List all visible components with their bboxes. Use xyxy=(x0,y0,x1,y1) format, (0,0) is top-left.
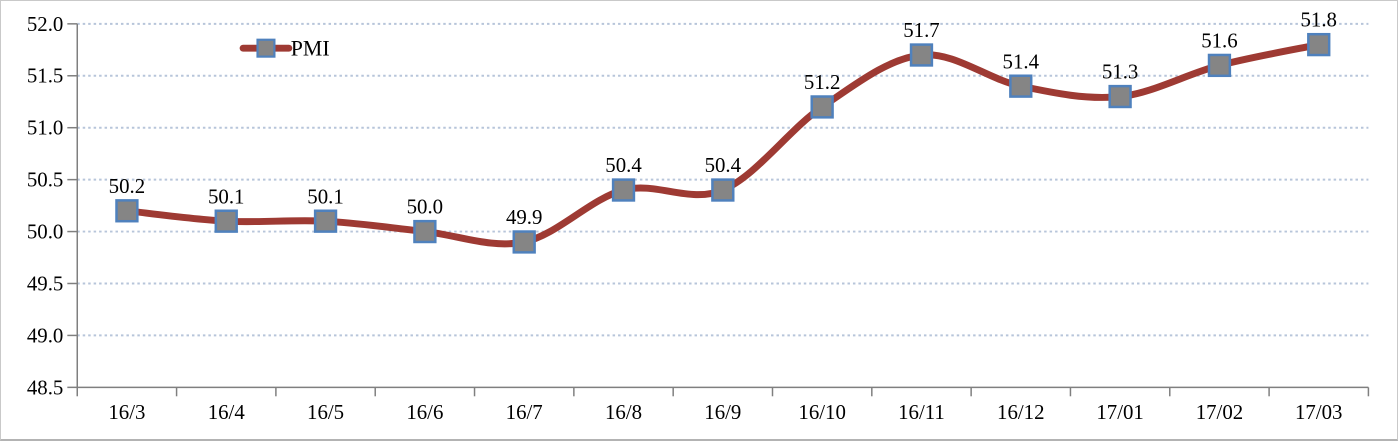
data-point-marker xyxy=(313,209,338,233)
data-point-label: 50.0 xyxy=(407,195,443,219)
legend-marker-sample xyxy=(256,38,276,58)
data-point-marker xyxy=(1108,84,1132,109)
x-axis-label: 16/5 xyxy=(307,400,344,424)
data-point-marker xyxy=(413,219,437,244)
data-point-label: 50.1 xyxy=(307,184,343,208)
data-point-label: 51.4 xyxy=(1003,49,1040,73)
data-point-marker xyxy=(711,178,735,202)
x-axis-label: 16/10 xyxy=(798,400,845,424)
x-axis-label: 17/03 xyxy=(1295,400,1342,424)
data-point-marker xyxy=(214,209,238,233)
data-point-marker xyxy=(909,43,934,67)
data-point-marker xyxy=(1207,53,1232,78)
pmi-series-line xyxy=(123,41,1323,248)
data-point-label: 50.1 xyxy=(208,184,244,208)
data-point-label: 51.7 xyxy=(903,18,939,42)
data-point-label: 51.3 xyxy=(1102,60,1138,84)
data-point-label: 50.2 xyxy=(109,174,145,198)
x-axis-label: 16/9 xyxy=(704,400,741,424)
y-axis-label: 49.0 xyxy=(27,323,63,347)
x-axis-label: 16/7 xyxy=(506,400,543,424)
data-point-label: 50.4 xyxy=(605,153,642,177)
data-point-label: 51.6 xyxy=(1201,29,1237,53)
x-axis-label: 16/3 xyxy=(108,400,145,424)
data-point-label: 51.2 xyxy=(804,70,840,94)
y-axis-label: 51.5 xyxy=(27,64,63,88)
data-point-label: 50.4 xyxy=(705,153,742,177)
y-axis-label: 49.5 xyxy=(27,271,63,295)
y-axis-label: 52.0 xyxy=(27,12,63,36)
data-point-marker xyxy=(1307,32,1331,57)
data-point-marker xyxy=(1009,74,1033,98)
data-point-label: 49.9 xyxy=(506,205,542,229)
y-axis-label: 51.0 xyxy=(27,116,63,140)
data-point-marker xyxy=(810,95,834,119)
y-axis-label: 50.5 xyxy=(27,168,63,192)
x-axis-label: 17/02 xyxy=(1196,400,1243,424)
x-axis-label: 16/12 xyxy=(997,400,1044,424)
data-point-marker xyxy=(512,230,536,254)
data-point-marker xyxy=(611,178,636,202)
y-axis-label: 50.0 xyxy=(27,220,63,244)
legend-label: PMI xyxy=(291,37,330,61)
data-point-marker xyxy=(115,199,139,223)
x-axis-label: 16/8 xyxy=(605,400,642,424)
x-axis-label: 16/4 xyxy=(208,400,246,424)
x-axis-label: 16/6 xyxy=(406,400,443,424)
data-point-label: 51.8 xyxy=(1301,8,1337,32)
y-axis-label: 48.5 xyxy=(27,375,63,399)
x-axis-label: 17/01 xyxy=(1096,400,1143,424)
x-axis-label: 16/11 xyxy=(898,400,945,424)
